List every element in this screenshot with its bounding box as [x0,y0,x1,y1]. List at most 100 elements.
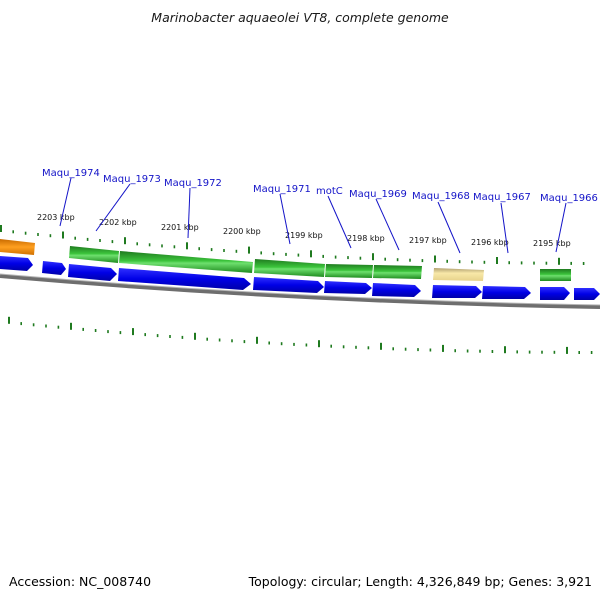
minor-tick [330,344,332,348]
minor-tick [161,244,163,248]
minor-tick [446,259,448,263]
leader-line [437,201,461,254]
gene-feature-maqu-1974[interactable] [69,246,119,263]
minor-tick [260,251,262,255]
minor-tick [322,254,324,258]
major-tick [124,237,126,245]
gene-feature-orange[interactable] [0,239,35,255]
major-tick [558,257,560,265]
gene-label-maqu-1967[interactable]: Maqu_1967 [473,192,531,203]
gene-label-maqu-1974[interactable]: Maqu_1974 [42,168,100,179]
gene-feature-maqu-1969[interactable] [373,265,422,279]
cds-arrow[interactable] [0,256,33,271]
major-tick [186,242,188,250]
minor-tick [111,240,114,244]
minor-tick [545,261,548,265]
major-tick [566,346,568,354]
minor-tick [148,243,151,247]
cds-arrow[interactable] [324,281,372,294]
minor-tick [466,349,469,353]
page-title: Marinobacter aquaeolei VT8, complete gen… [151,10,449,25]
minor-tick [293,342,295,346]
gene-labels: Maqu_1974 Maqu_1973 Maqu_1972 Maqu_1971 … [42,168,598,204]
kbp-labels: 2203 kbp 2202 kbp 2201 kbp 2200 kbp 2199… [37,213,571,248]
gene-features [0,239,571,281]
kbp-label: 2199 kbp [285,231,323,240]
minor-tick [94,329,97,332]
major-tick [132,328,134,336]
cds-arrow[interactable] [372,283,421,297]
major-tick [372,253,374,261]
minor-tick [20,322,22,326]
minor-tick [553,350,556,354]
minor-tick [272,252,275,256]
minor-tick [12,230,14,234]
major-tick [0,225,2,232]
gene-feature-maqu-1971[interactable] [254,259,325,277]
minor-tick [429,348,432,352]
minor-tick [590,351,593,354]
bottom-tick-marks [8,316,593,354]
kbp-label: 2195 kbp [533,239,571,248]
minor-tick [285,252,287,256]
kbp-label: 2196 kbp [471,238,509,247]
minor-tick [334,255,337,259]
major-tick [248,246,250,254]
cds-arrow[interactable] [118,268,251,290]
gene-label-maqu-1968[interactable]: Maqu_1968 [412,191,470,202]
cds-features [0,256,600,300]
gene-label-maqu-1971[interactable]: Maqu_1971 [253,184,311,195]
minor-tick [235,249,238,253]
major-tick [310,250,312,258]
minor-tick [533,261,535,265]
gene-label-maqu-1973[interactable]: Maqu_1973 [103,174,161,185]
minor-tick [223,249,225,252]
major-tick [504,346,506,354]
major-tick [318,340,320,348]
accession-label: Accession: NC_008740 [9,574,152,589]
minor-tick [268,341,270,345]
minor-tick [297,253,300,257]
leader-line [95,183,131,232]
gene-feature-maqu-1966[interactable] [540,269,571,281]
minor-tick [491,350,494,353]
kbp-label: 2201 kbp [161,223,199,232]
cds-arrow[interactable] [68,264,117,281]
gene-label-maqu-1966[interactable]: Maqu_1966 [540,193,598,204]
minor-tick [181,335,184,339]
gene-label-motc[interactable]: motC [316,186,343,197]
cds-arrow[interactable] [540,287,570,300]
minor-tick [82,327,84,331]
minor-tick [119,331,122,335]
gene-label-maqu-1969[interactable]: Maqu_1969 [349,189,407,200]
minor-tick [508,261,510,265]
major-tick [380,342,382,350]
cds-arrow[interactable] [482,286,531,299]
minor-tick [347,256,349,260]
leader-line [59,177,72,227]
cds-arrow[interactable] [253,277,324,293]
genome-summary: Topology: circular; Length: 4,326,849 bp… [248,574,592,589]
minor-tick [218,338,221,342]
cds-arrow[interactable] [432,285,482,298]
gene-feature-motc[interactable] [325,264,373,278]
minor-tick [210,248,213,252]
minor-tick [409,258,411,262]
minor-tick [86,237,89,241]
gene-feature-maqu-1973[interactable] [119,251,253,273]
gene-feature-maqu-1968[interactable] [433,268,484,281]
minor-tick [471,260,473,264]
minor-tick [169,335,171,338]
minor-tick [231,339,233,343]
minor-tick [24,231,27,235]
cds-arrow[interactable] [574,288,600,300]
major-tick [434,255,436,263]
gene-label-maqu-1972[interactable]: Maqu_1972 [164,178,222,189]
kbp-label: 2200 kbp [223,227,261,236]
minor-tick [136,242,138,246]
minor-tick [49,234,52,238]
cds-arrow[interactable] [42,261,66,275]
top-tick-marks [0,225,585,265]
